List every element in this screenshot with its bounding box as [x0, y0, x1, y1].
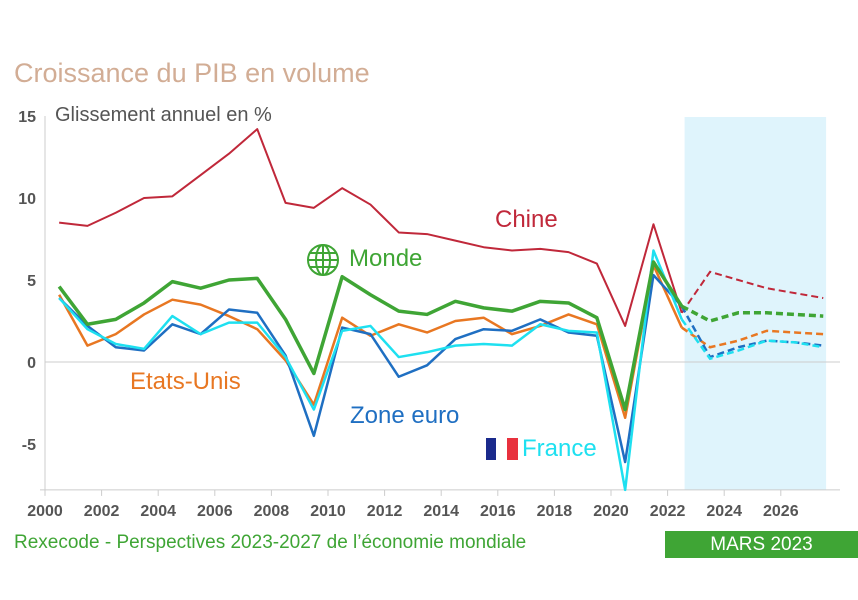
x-tick-label: 2002	[84, 503, 120, 520]
series-line-monde	[57, 260, 684, 412]
x-tick-label: 2018	[537, 503, 573, 520]
globe-icon	[306, 243, 340, 282]
x-tick-label: 2020	[593, 503, 629, 520]
label-monde: Monde	[349, 245, 423, 272]
edition-banner: MARS 2023	[665, 531, 858, 558]
x-tick-label: 2024	[706, 503, 742, 520]
label-etats-unis: Etats-Unis	[130, 368, 241, 395]
france-flag-icon	[486, 438, 518, 460]
x-tick-label: 2006	[197, 503, 233, 520]
y-tick-label: -5	[22, 437, 36, 454]
x-tick-label: 2008	[254, 503, 290, 520]
source-footer: Rexecode - Perspectives 2023-2027 de l’é…	[14, 532, 527, 553]
y-tick-label: 5	[27, 273, 36, 290]
x-tick-label: 2004	[140, 503, 176, 520]
x-tick-label: 2022	[650, 503, 686, 520]
x-tick-label: 2000	[27, 503, 63, 520]
series-line-zone-euro	[58, 273, 683, 464]
x-tick-label: 2016	[480, 503, 516, 520]
forecast-line-zone-euro	[680, 305, 824, 359]
x-tick-label: 2010	[310, 503, 346, 520]
x-tick-label: 2026	[763, 503, 799, 520]
chart-title: Croissance du PIB en volume	[14, 58, 370, 88]
forecast-shading	[684, 117, 827, 490]
label-france: France	[522, 435, 597, 462]
y-tick-label: 15	[18, 109, 36, 126]
forecast-line-etats-unis	[681, 326, 824, 349]
y-tick-label: 10	[18, 191, 36, 208]
forecast-line-france	[680, 318, 824, 361]
label-zone-euro: Zone euro	[350, 402, 460, 429]
series-line-chine	[59, 128, 683, 327]
series-line-france	[58, 249, 683, 492]
x-tick-label: 2014	[423, 503, 459, 520]
forecast-line-monde	[680, 304, 824, 323]
label-chine: Chine	[495, 206, 558, 233]
forecast-line-chine	[680, 270, 824, 314]
y-axis-label: Glissement annuel en %	[55, 104, 272, 126]
x-tick-label: 2012	[367, 503, 403, 520]
y-tick-label: 0	[27, 355, 36, 372]
